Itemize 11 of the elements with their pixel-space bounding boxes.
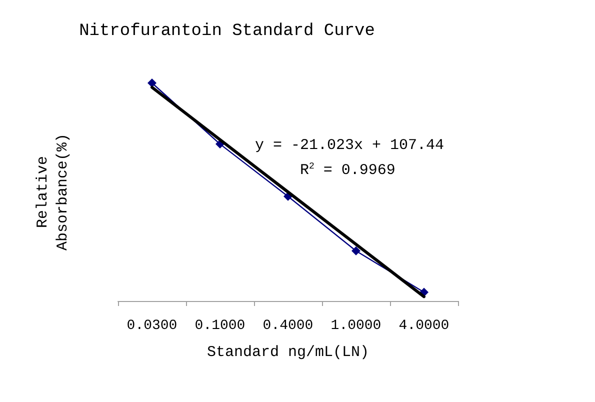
point <box>352 246 360 256</box>
y-axis-title: Relative Absorbance(%) <box>34 133 72 251</box>
x-tick-label: 0.4000 <box>262 318 314 334</box>
x-tick-label: 0.0300 <box>126 318 178 334</box>
x-axis-title: Standard ng/mL(LN) <box>206 344 370 361</box>
x-tick-label: 4.0000 <box>398 318 450 334</box>
x-tick-label: 0.1000 <box>194 318 246 334</box>
x-tick-label: 1.0000 <box>330 318 382 334</box>
chart-title: Nitrofurantoin Standard Curve <box>79 22 375 41</box>
point <box>148 78 156 88</box>
annotation: y = -21.023x + 107.44 <box>255 137 444 154</box>
